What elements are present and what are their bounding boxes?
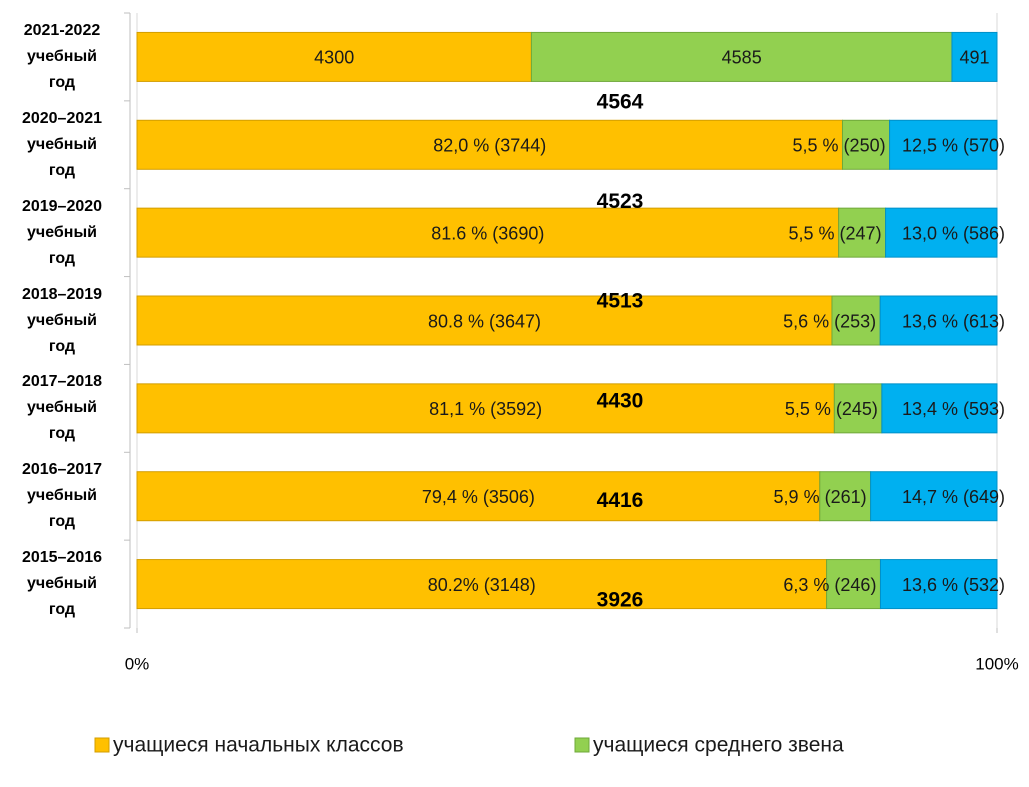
bar-segment bbox=[819, 471, 872, 522]
legend-label: учащиеся среднего звена bbox=[593, 734, 844, 757]
data-label: 12,5 % (570) bbox=[902, 136, 1005, 156]
total-label: 3926 bbox=[597, 589, 644, 612]
data-label: 13,6 % (532) bbox=[902, 575, 1005, 595]
data-label: 5,5 % (245) bbox=[785, 399, 878, 419]
data-label: 81,1 % (3592) bbox=[429, 399, 542, 419]
bar-segment bbox=[879, 559, 998, 610]
bar-segment bbox=[530, 31, 953, 82]
bar-segment bbox=[870, 471, 998, 522]
data-label: 14,7 % (649) bbox=[902, 487, 1005, 507]
bar-segment bbox=[889, 119, 998, 170]
data-label: 5,5 % (250) bbox=[793, 136, 886, 156]
bar-segment bbox=[951, 31, 998, 82]
data-label: 82,0 % (3744) bbox=[433, 136, 546, 156]
data-label: 13,6 % (613) bbox=[902, 311, 1005, 331]
category-label: 2019–2020 учебный год bbox=[21, 197, 103, 267]
data-label: 491 bbox=[959, 48, 989, 68]
category-label: 2018–2019 учебный год bbox=[21, 285, 103, 355]
data-label: 79,4 % (3506) bbox=[422, 487, 535, 507]
x-tick-label: 100% bbox=[975, 654, 1018, 673]
total-label: 4513 bbox=[597, 290, 644, 313]
data-label: 80.2% (3148) bbox=[428, 575, 536, 595]
data-label: 4585 bbox=[722, 48, 762, 68]
bar-segment bbox=[136, 383, 835, 434]
category-label: 2017–2018 учебный год bbox=[21, 373, 103, 443]
total-label: 4523 bbox=[597, 190, 644, 213]
category-label: 2020–2021 учебный год bbox=[21, 109, 103, 179]
category-label: 2015–2016 учебный год bbox=[21, 549, 103, 619]
bar-segment bbox=[136, 31, 532, 82]
data-label: 81.6 % (3690) bbox=[431, 223, 544, 243]
bar-segment bbox=[136, 559, 828, 610]
category-label: 2016–2017 учебный год bbox=[21, 461, 103, 531]
data-label: 80.8 % (3647) bbox=[428, 311, 541, 331]
data-label: 5,5 % (247) bbox=[789, 223, 882, 243]
bar-segment bbox=[885, 207, 998, 258]
bar-segment bbox=[879, 295, 998, 346]
total-label: 4416 bbox=[597, 489, 644, 512]
data-label: 4300 bbox=[314, 48, 354, 68]
bar-segment bbox=[831, 295, 881, 346]
bar-segment bbox=[826, 559, 881, 610]
data-label: 13,4 % (593) bbox=[902, 399, 1005, 419]
bar-segment bbox=[833, 383, 883, 434]
x-tick-label: 0% bbox=[125, 654, 150, 673]
bar-segment bbox=[136, 471, 821, 522]
category-label: 2021-2022 учебный год bbox=[23, 21, 101, 91]
bar-segment bbox=[881, 383, 998, 434]
bar-segment bbox=[136, 207, 840, 258]
data-label: 5,9 % (261) bbox=[774, 487, 867, 507]
legend-swatch bbox=[574, 737, 590, 753]
bar-segment bbox=[841, 119, 891, 170]
total-label: 4564 bbox=[597, 90, 644, 113]
data-label: 5,6 % (253) bbox=[783, 311, 876, 331]
legend-label: учащиеся начальных классов bbox=[113, 734, 404, 757]
bar-segment bbox=[136, 295, 833, 346]
bar-segment bbox=[136, 119, 843, 170]
legend-swatch bbox=[94, 737, 110, 753]
total-label: 4430 bbox=[597, 389, 644, 412]
data-label: 6,3 % (246) bbox=[783, 575, 876, 595]
data-label: 13,0 % (586) bbox=[902, 223, 1005, 243]
